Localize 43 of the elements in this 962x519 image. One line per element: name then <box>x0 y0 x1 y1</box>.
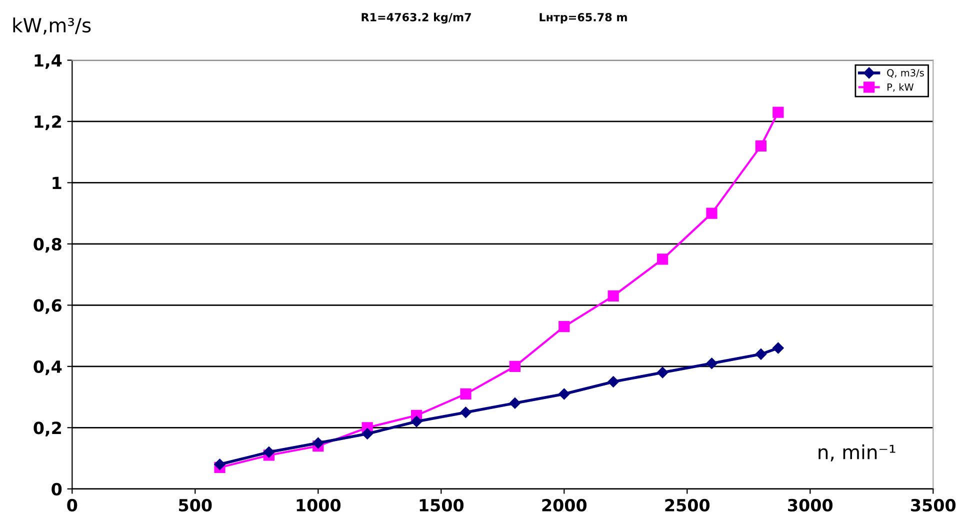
point <box>706 208 718 219</box>
point <box>214 458 226 470</box>
point <box>410 416 422 428</box>
x-tick-label: 3000 <box>788 498 833 512</box>
x-tick-label: 2500 <box>665 498 710 512</box>
x-tick-label: 3500 <box>911 498 956 512</box>
point <box>656 366 668 378</box>
y-tick-label: 0,6 <box>34 299 62 314</box>
point <box>608 290 619 302</box>
point <box>706 358 718 369</box>
point <box>263 446 275 458</box>
y-tick-label: 0,2 <box>34 422 61 436</box>
point <box>509 360 520 372</box>
y-tick-label: 1,2 <box>34 115 61 130</box>
y-tick-label: 0,8 <box>34 238 62 253</box>
y-tick-label: 0,4 <box>34 360 62 376</box>
x-axis-title: n, min⁻¹ <box>818 444 896 462</box>
x-tick-label: 1000 <box>296 498 341 512</box>
legend-label: P, kW <box>888 83 914 92</box>
point <box>558 321 570 332</box>
x-tick-label: 500 <box>179 498 212 512</box>
x-tick-label: 2000 <box>542 498 587 512</box>
point <box>558 388 570 400</box>
point <box>362 428 373 440</box>
point <box>608 376 619 388</box>
point <box>755 348 767 360</box>
x-tick-label: 1500 <box>420 498 464 512</box>
point <box>656 254 668 265</box>
legend-label: Q, m3/s <box>887 69 924 78</box>
point <box>509 398 521 409</box>
text: R1=4763.2 kg/m7 <box>362 12 471 24</box>
point <box>755 140 766 152</box>
point <box>772 106 784 118</box>
y-axis-title: kW,m³/s <box>13 18 91 35</box>
y-tick-label: 0 <box>52 482 62 496</box>
point <box>772 342 784 354</box>
y-tick-label: 1,4 <box>34 54 62 69</box>
x-tick-label: 0 <box>67 498 78 512</box>
y-tick-label: 1 <box>52 176 62 190</box>
point <box>312 437 324 449</box>
text: Lнтр=65.78 m <box>540 12 627 24</box>
point <box>460 388 472 400</box>
point <box>460 406 472 418</box>
